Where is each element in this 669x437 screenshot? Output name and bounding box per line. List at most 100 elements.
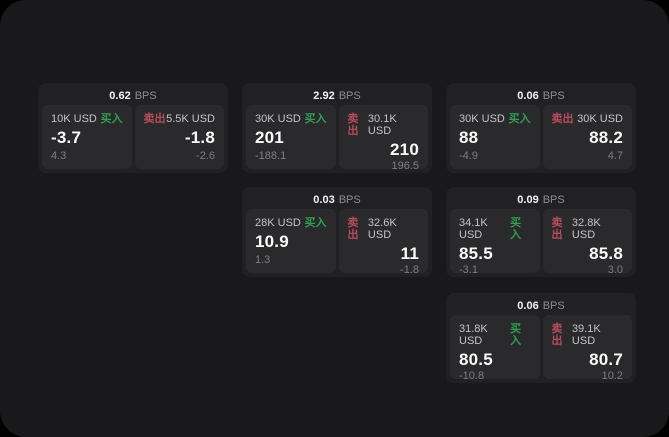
buy-label-row: 28K USD 买入 [255,217,327,229]
bps-header: 0.03 BPS [246,191,428,209]
bps-value: 0.62 [109,90,131,102]
quote-card-body: 31.8K USD 买入 80.5 -10.8 卖出 39.1K USD 80.… [450,315,632,382]
bps-header: 0.09 BPS [450,191,632,209]
sell-price: 11 [400,244,419,263]
quote-card: 0.03 BPS 28K USD 买入 10.9 1.3 卖出 32.6K US… [242,187,432,277]
buy-sub-value: -3.1 [459,264,478,276]
sell-button[interactable]: 卖出 [347,217,359,241]
sell-sub-value: -2.6 [196,150,215,162]
sell-sub-value: 196.5 [391,160,419,172]
buy-button[interactable]: 买入 [304,217,327,229]
buy-panel[interactable]: 28K USD 买入 10.9 1.3 [246,209,336,273]
bps-unit-label: BPS [542,90,565,102]
sell-panel[interactable]: 卖出 32.8K USD 85.8 3.0 [542,209,632,276]
quote-card-body: 30K USD 买入 201 -188.1 卖出 30.1K USD 210 1… [246,105,428,172]
buy-sub-value: -188.1 [255,150,287,162]
bps-unit-label: BPS [542,300,565,312]
buy-amount-label: 34.1K USD [459,217,488,241]
bps-value: 0.06 [517,300,539,312]
sell-button[interactable]: 卖出 [551,113,574,125]
buy-panel[interactable]: 10K USD 买入 -3.7 4.3 [42,105,132,169]
bps-header: 2.92 BPS [246,87,428,105]
sell-amount-label: 30K USD [577,113,623,125]
bps-header: 0.06 BPS [450,297,632,315]
sell-price: 88.2 [589,128,623,147]
buy-sub-value: 1.3 [255,254,271,266]
sell-label-row: 卖出 30.1K USD [348,113,420,137]
sell-sub-value: 3.0 [607,264,623,276]
quote-card: 0.62 BPS 10K USD 买入 -3.7 4.3 卖出 5.5K USD… [38,83,228,173]
buy-sub-value: -10.8 [459,370,485,382]
sell-sub-value: -1.8 [400,264,419,276]
buy-button[interactable]: 买入 [510,217,522,241]
bps-unit-label: BPS [542,194,565,206]
sell-panel[interactable]: 卖出 30K USD 88.2 4.7 [542,105,632,169]
quote-card: 0.09 BPS 34.1K USD 买入 85.5 -3.1 卖出 32.8K… [446,187,636,277]
buy-amount-label: 28K USD [255,217,301,229]
buy-button[interactable]: 买入 [508,113,531,125]
bps-value: 0.06 [517,90,539,102]
bps-header: 0.06 BPS [450,87,632,105]
sell-button[interactable]: 卖出 [347,113,359,137]
bps-unit-label: BPS [134,90,157,102]
sell-label-row: 卖出 5.5K USD [144,113,216,125]
sell-label-row: 卖出 39.1K USD [552,323,624,347]
sell-sub-value: 4.7 [607,150,623,162]
buy-price: -3.7 [51,128,82,147]
buy-amount-label: 31.8K USD [459,323,488,347]
buy-price: 80.5 [459,350,493,369]
quote-card-body: 34.1K USD 买入 85.5 -3.1 卖出 32.8K USD 85.8… [450,209,632,276]
buy-price: 10.9 [255,232,289,251]
quote-card: 2.92 BPS 30K USD 买入 201 -188.1 卖出 30.1K … [242,83,432,173]
buy-panel[interactable]: 31.8K USD 买入 80.5 -10.8 [450,315,540,382]
buy-label-row: 30K USD 买入 [255,113,327,125]
buy-sub-value: 4.3 [51,150,67,162]
sell-button[interactable]: 卖出 [143,113,166,125]
sell-panel[interactable]: 卖出 32.6K USD 11 -1.8 [338,209,428,276]
sell-amount-label: 32.6K USD [367,217,397,241]
buy-button[interactable]: 买入 [304,113,327,125]
sell-price: 210 [390,140,419,159]
sell-sub-value: 10.2 [601,370,623,382]
sell-price: -1.8 [184,128,215,147]
quote-card-body: 28K USD 买入 10.9 1.3 卖出 32.6K USD 11 -1.8 [246,209,428,276]
sell-label-row: 卖出 30K USD [552,113,624,125]
sell-label-row: 卖出 32.6K USD [348,217,420,241]
quote-card: 0.06 BPS 30K USD 买入 88 -4.9 卖出 30K USD 8… [446,83,636,173]
bps-value: 2.92 [313,90,335,102]
sell-amount-label: 39.1K USD [571,323,601,347]
sell-label-row: 卖出 32.8K USD [552,217,624,241]
sell-button[interactable]: 卖出 [551,217,563,241]
buy-label-row: 10K USD 买入 [51,113,123,125]
bps-header: 0.62 BPS [42,87,224,105]
sell-amount-label: 32.8K USD [571,217,601,241]
bps-value: 0.03 [313,194,335,206]
buy-panel[interactable]: 30K USD 买入 88 -4.9 [450,105,540,169]
buy-label-row: 30K USD 买入 [459,113,531,125]
sell-panel[interactable]: 卖出 39.1K USD 80.7 10.2 [542,315,632,382]
bps-unit-label: BPS [338,90,361,102]
sell-price: 80.7 [589,350,623,369]
buy-price: 85.5 [459,244,493,263]
buy-panel[interactable]: 34.1K USD 买入 85.5 -3.1 [450,209,540,276]
sell-button[interactable]: 卖出 [551,323,563,347]
buy-label-row: 31.8K USD 买入 [459,323,531,347]
buy-sub-value: -4.9 [459,150,478,162]
quote-card-body: 10K USD 买入 -3.7 4.3 卖出 5.5K USD -1.8 -2.… [42,105,224,169]
sell-panel[interactable]: 卖出 5.5K USD -1.8 -2.6 [134,105,224,169]
quote-card-body: 30K USD 买入 88 -4.9 卖出 30K USD 88.2 4.7 [450,105,632,169]
buy-amount-label: 30K USD [255,113,301,125]
sell-amount-label: 5.5K USD [166,113,215,125]
buy-amount-label: 30K USD [459,113,505,125]
buy-price: 88 [459,128,479,147]
sell-amount-label: 30.1K USD [367,113,397,137]
bps-value: 0.09 [517,194,539,206]
buy-panel[interactable]: 30K USD 买入 201 -188.1 [246,105,336,169]
buy-button[interactable]: 买入 [510,323,522,347]
buy-amount-label: 10K USD [51,113,97,125]
sell-panel[interactable]: 卖出 30.1K USD 210 196.5 [338,105,428,172]
quote-card: 0.06 BPS 31.8K USD 买入 80.5 -10.8 卖出 39.1… [446,293,636,383]
buy-label-row: 34.1K USD 买入 [459,217,531,241]
buy-button[interactable]: 买入 [100,113,123,125]
